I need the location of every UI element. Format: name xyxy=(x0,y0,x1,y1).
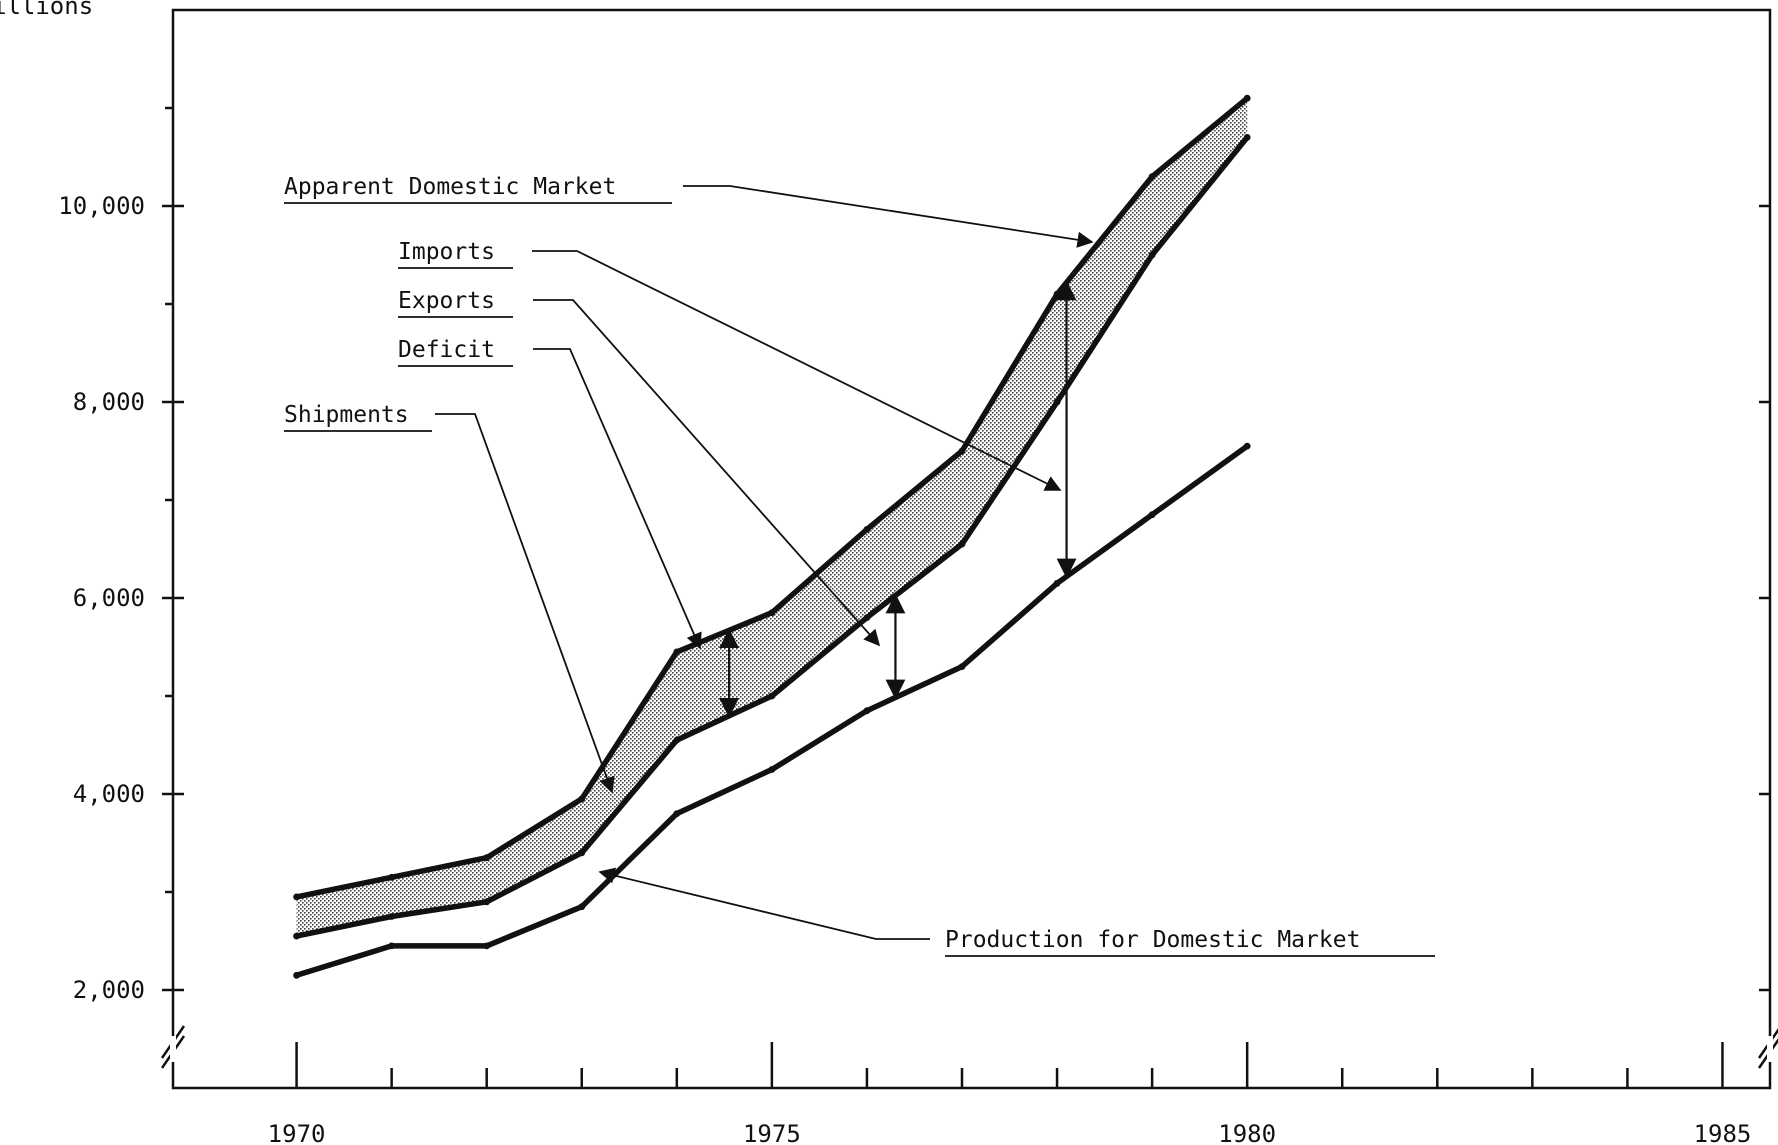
x-tick-label: 1980 xyxy=(1218,1120,1276,1145)
shaded-band xyxy=(296,98,1248,937)
leader-exports xyxy=(533,299,881,647)
data-point xyxy=(1053,579,1061,587)
label-exports: Exports xyxy=(398,288,495,314)
callout-labels: Apparent Domestic Market Imports Exports… xyxy=(284,174,1435,957)
data-point xyxy=(1148,511,1156,519)
series-line-0 xyxy=(293,95,1250,900)
leader-production-for-domestic-market xyxy=(598,867,930,940)
data-point xyxy=(958,540,966,548)
x-tick-label: 1970 xyxy=(268,1120,326,1145)
data-point xyxy=(1243,94,1251,102)
x-tick-label: 1985 xyxy=(1694,1120,1752,1145)
data-point xyxy=(293,932,300,940)
data-point xyxy=(483,942,491,950)
data-point xyxy=(768,692,776,700)
data-point xyxy=(1053,290,1061,298)
data-point xyxy=(768,766,776,773)
deficit-brackets xyxy=(719,280,1077,718)
data-point xyxy=(1148,173,1156,181)
y-tick-label: 2,000 xyxy=(73,976,145,1004)
y-tick-label: 6,000 xyxy=(73,584,145,612)
leader-imports xyxy=(532,250,1062,491)
data-point xyxy=(293,971,300,979)
data-point xyxy=(1148,251,1156,259)
data-point xyxy=(293,893,300,901)
data-point xyxy=(578,795,586,803)
label-apparent-domestic-market: Apparent Domestic Market xyxy=(284,174,616,200)
x-axis: 1970 1975 1980 1985 xyxy=(268,1042,1752,1145)
leader-shipments xyxy=(435,413,615,794)
data-point xyxy=(863,614,871,621)
data-point xyxy=(863,707,871,715)
y-tick-label: 8,000 xyxy=(73,388,145,416)
data-point xyxy=(1243,134,1251,141)
data-point xyxy=(1243,442,1251,450)
market-shipments-band xyxy=(296,98,1248,937)
label-imports: Imports xyxy=(398,239,495,265)
right-axis-break-gap xyxy=(1767,1036,1773,1062)
leader-deficit xyxy=(533,348,702,650)
callout-leaders xyxy=(435,185,1094,940)
x-tick-label: 1975 xyxy=(743,1120,801,1145)
data-point xyxy=(673,810,681,817)
data-point xyxy=(388,873,396,881)
data-point xyxy=(673,736,681,744)
y-tick-label: 4,000 xyxy=(73,780,145,808)
label-production-for-domestic-market: Production for Domestic Market xyxy=(945,927,1360,953)
data-point xyxy=(578,849,586,857)
y-tick-label: 10,000 xyxy=(58,192,145,220)
y-axis-unit-label: illions xyxy=(0,0,93,20)
left-axis-break-gap xyxy=(170,1036,176,1062)
data-point xyxy=(1053,398,1061,406)
data-point xyxy=(863,526,871,533)
data-point xyxy=(483,898,491,906)
axis-breaks xyxy=(160,1025,1778,1069)
data-point xyxy=(578,903,586,911)
data-point xyxy=(958,447,966,455)
data-point xyxy=(768,609,776,617)
data-point xyxy=(483,854,491,862)
label-shipments: Shipments xyxy=(284,402,409,428)
data-point xyxy=(388,942,396,950)
data-point xyxy=(388,913,396,920)
data-point xyxy=(958,663,966,670)
plot-frame xyxy=(171,8,1772,1090)
data-point xyxy=(673,648,681,656)
leader-apparent-domestic-market xyxy=(683,185,1094,248)
y-axis: 2,000 4,000 6,000 8,000 10,000 xyxy=(58,106,1770,1004)
series-lines xyxy=(293,94,1251,979)
label-deficit: Deficit xyxy=(398,337,495,363)
